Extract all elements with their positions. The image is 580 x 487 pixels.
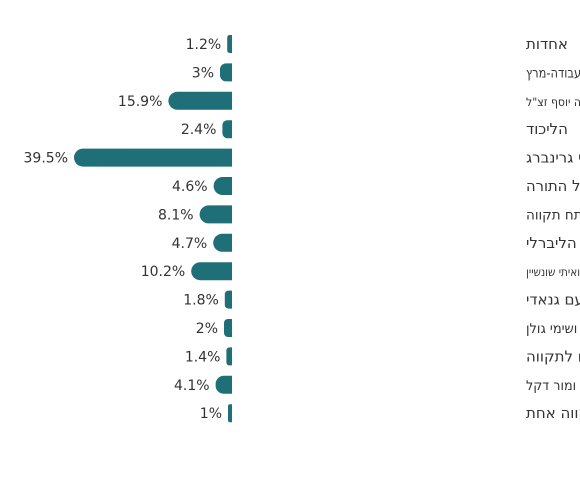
category-label: אחדות [526, 35, 568, 53]
bar [227, 35, 232, 53]
category-label: מצטיינים עם גנאדי [526, 291, 580, 309]
value-label: 2.4% [181, 122, 217, 138]
bar [220, 63, 232, 82]
category-label: יחדיו הציונות הדתית - הבית היהודי בפתח ת… [526, 207, 580, 223]
value-label: 8.1% [158, 207, 194, 223]
value-label: 15.9% [118, 94, 162, 110]
category-label: הליכוד [526, 120, 568, 138]
bar [213, 177, 232, 195]
bar [213, 233, 232, 252]
bar [199, 205, 232, 224]
bar [224, 290, 232, 309]
bars-group [74, 35, 232, 423]
value-label: 39.5% [24, 151, 68, 167]
category-label: אמת המחנה הדמוקרטי בהנהגת סרחיו גולדמן ה… [526, 65, 580, 81]
value-label: 4.1% [174, 378, 210, 394]
value-label: 4.6% [172, 179, 208, 195]
value-label: 1.4% [185, 349, 221, 365]
category-label: בראשות הרב אליהו גינת מיסודו של מרן הרב … [526, 95, 580, 109]
bar [168, 91, 232, 110]
value-label: 2% [196, 321, 218, 337]
value-label: 4.7% [172, 236, 208, 252]
category-label: עוצמה לפתח תקווה בראשות גילה בן נאים ושי… [526, 321, 580, 337]
category-label: תקווה אחת [526, 404, 580, 422]
value-label: 3% [192, 65, 214, 81]
category-label: פתח תקווה ביתנו בראשות מארק קניזיבסקי ומ… [526, 378, 580, 394]
bar [226, 347, 232, 366]
category-label: פתח לתקווה [526, 347, 580, 365]
category-label: יהדות התורה והשבת אגודת ישראל דגל התורה [526, 177, 580, 195]
category-label: התחדשות בראשות רמי גרינברג [526, 149, 580, 167]
bar [228, 404, 232, 423]
value-label: 1.2% [186, 37, 222, 53]
value-label: 1% [200, 406, 222, 422]
category-label: יש עתיד המחנה הליברלי [526, 234, 580, 252]
bar [215, 375, 232, 394]
category-label: מחוייבים חווה חדש הכוח הליברלי בראשות או… [526, 265, 580, 279]
bar [74, 148, 232, 167]
category-labels-group: אחדות אמת המחנה הדמוקרטי בהנהגת סרחיו גול… [526, 35, 580, 422]
bar [222, 120, 232, 139]
bar [191, 262, 232, 281]
bar [224, 319, 232, 337]
value-labels-group: 1.2% 3% 15.9% 2.4% 39.5% 4.6% 8.1% 4.7% 10.2% 1.8… [24, 37, 222, 422]
value-label: 1.8% [183, 293, 219, 309]
value-label: 10.2% [141, 264, 185, 280]
